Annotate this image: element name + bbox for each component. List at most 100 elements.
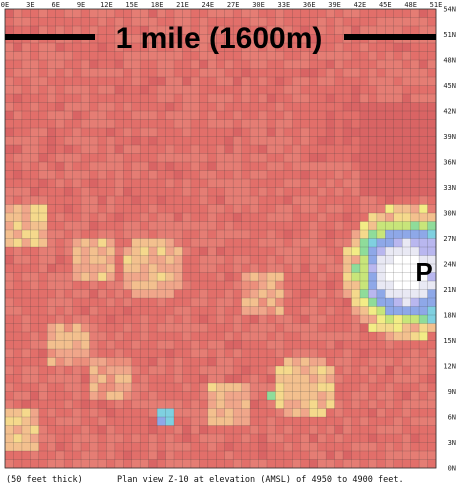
grid-cell — [393, 128, 403, 137]
grid-cell — [359, 170, 369, 180]
grid-cell — [81, 434, 90, 443]
grid-cell — [402, 187, 411, 197]
grid-cell — [64, 408, 73, 418]
grid-cell — [140, 298, 149, 307]
grid-cell — [385, 17, 395, 27]
grid-cell — [165, 43, 175, 52]
grid-cell — [427, 383, 437, 392]
grid-cell — [368, 162, 378, 171]
grid-cell — [309, 179, 318, 188]
grid-cell — [81, 459, 90, 469]
grid-cell — [410, 77, 420, 86]
grid-cell — [300, 170, 310, 180]
grid-cell — [148, 238, 158, 248]
grid-cell — [123, 391, 133, 401]
grid-cell — [207, 94, 217, 103]
grid-cell — [216, 374, 226, 384]
grid-cell — [13, 68, 23, 78]
grid-cell — [309, 187, 318, 197]
grid-cell — [402, 43, 411, 52]
grid-cell — [114, 289, 124, 299]
grid-cell — [317, 459, 327, 469]
grid-cell — [157, 51, 166, 61]
grid-cell — [64, 17, 73, 27]
grid-cell — [216, 459, 226, 469]
grid-cell — [283, 238, 293, 248]
grid-cell — [427, 323, 437, 333]
grid-cell — [148, 366, 158, 375]
grid-cell — [114, 400, 124, 409]
grid-cell — [283, 349, 293, 358]
grid-cell — [157, 162, 166, 171]
grid-cell — [106, 434, 116, 443]
grid-cell — [64, 94, 73, 103]
grid-cell — [199, 323, 209, 333]
grid-cell — [165, 196, 175, 205]
grid-cell — [13, 204, 23, 214]
grid-cell — [190, 34, 200, 44]
grid-cell — [182, 128, 192, 137]
grid-cell — [182, 425, 192, 435]
grid-cell — [309, 366, 318, 375]
grid-cell — [376, 60, 386, 69]
location-marker-p: P — [415, 257, 432, 287]
grid-cell — [199, 374, 209, 384]
grid-cell — [55, 425, 65, 435]
grid-cell — [72, 298, 82, 307]
grid-cell — [283, 340, 293, 350]
grid-cell — [283, 323, 293, 333]
grid-cell — [266, 128, 276, 137]
grid-cell — [13, 94, 23, 103]
grid-cell — [351, 366, 361, 375]
grid-cell — [376, 170, 386, 180]
grid-cell — [216, 349, 226, 358]
grid-cell — [165, 26, 175, 35]
grid-cell — [157, 340, 166, 350]
grid-cell — [250, 170, 259, 180]
grid-cell — [283, 315, 293, 324]
grid-cell — [368, 357, 378, 367]
grid-cell — [402, 204, 411, 214]
grid-cell — [427, 391, 437, 401]
grid-cell — [300, 26, 310, 35]
grid-cell — [359, 230, 369, 239]
grid-cell — [131, 247, 141, 256]
grid-cell — [123, 145, 133, 154]
grid-cell — [174, 374, 183, 384]
grid-cell — [258, 102, 268, 112]
grid-cell — [410, 357, 420, 367]
grid-cell — [275, 9, 285, 18]
grid-cell — [376, 26, 386, 35]
grid-cell — [241, 111, 251, 120]
grid-cell — [334, 247, 344, 256]
grid-cell — [258, 374, 268, 384]
grid-cell — [351, 434, 361, 443]
grid-cell — [21, 272, 31, 282]
grid-cell — [359, 77, 369, 86]
grid-cell — [38, 77, 48, 86]
grid-cell — [5, 170, 14, 180]
grid-cell — [148, 9, 158, 18]
grid-cell — [292, 51, 302, 61]
grid-cell — [359, 366, 369, 375]
grid-cell — [140, 213, 149, 222]
grid-cell — [326, 119, 335, 129]
grid-cell — [241, 451, 251, 460]
grid-cell — [72, 459, 82, 469]
grid-cell — [427, 60, 437, 69]
grid-cell — [224, 289, 234, 299]
grid-cell — [275, 272, 285, 282]
grid-cell — [376, 153, 386, 163]
grid-cell — [72, 213, 82, 222]
grid-cell — [21, 94, 31, 103]
grid-cell — [317, 213, 327, 222]
grid-cell — [393, 111, 403, 120]
grid-cell — [72, 434, 82, 443]
grid-cell — [182, 374, 192, 384]
grid-cell — [55, 196, 65, 205]
grid-cell — [393, 170, 403, 180]
grid-cell — [275, 60, 285, 69]
grid-cell — [140, 51, 149, 61]
grid-cell — [343, 153, 352, 163]
grid-cell — [326, 230, 335, 239]
